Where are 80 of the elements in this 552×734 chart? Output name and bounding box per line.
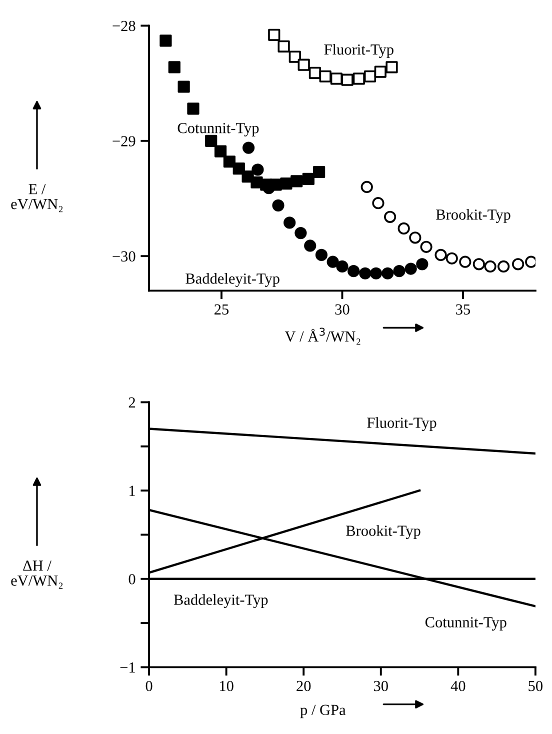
y-tick-label: 1 xyxy=(130,486,135,496)
point xyxy=(330,72,342,85)
point xyxy=(360,180,373,194)
point xyxy=(364,70,376,82)
series-label: Fluorit-Typ xyxy=(367,417,436,432)
point xyxy=(382,267,394,280)
point xyxy=(384,210,396,223)
x-tick-label: 40 xyxy=(450,680,466,692)
y-tick-label: −30 xyxy=(112,251,136,262)
y-tick-label: 0 xyxy=(128,574,136,584)
point xyxy=(313,166,326,178)
y-tick-label: 2 xyxy=(128,397,136,408)
point xyxy=(284,216,296,229)
point xyxy=(348,265,360,278)
series-label: Fluorit-Typ xyxy=(324,44,394,58)
series-label: Baddeleyit-Typ xyxy=(174,594,268,608)
point xyxy=(393,265,406,278)
point xyxy=(409,232,422,244)
y-tick-label: −28 xyxy=(112,20,136,32)
point xyxy=(280,177,292,190)
point xyxy=(315,248,328,262)
point xyxy=(302,172,314,185)
point xyxy=(374,66,386,78)
point xyxy=(386,61,398,74)
x-axis-title: p / GPa xyxy=(300,704,346,718)
point xyxy=(434,248,447,262)
point xyxy=(512,258,524,270)
point xyxy=(268,28,280,41)
point xyxy=(232,162,245,175)
point xyxy=(498,260,510,273)
point xyxy=(187,102,200,115)
point xyxy=(359,267,372,280)
point xyxy=(372,197,384,210)
point xyxy=(178,80,190,93)
series-label: Cotunnit-Typ xyxy=(178,122,259,136)
x-tick-label: 25 xyxy=(214,304,229,315)
point xyxy=(278,40,290,52)
series-label: Brookit-Typ xyxy=(346,525,420,540)
point xyxy=(420,240,432,253)
y-tick-label: −29 xyxy=(112,136,136,146)
point xyxy=(352,72,365,85)
point xyxy=(298,58,310,71)
point xyxy=(288,50,301,63)
y-axis-title: ΔH / eV/WN₂ xyxy=(11,560,63,589)
point xyxy=(214,145,227,158)
x-tick-label: 30 xyxy=(374,680,388,692)
point xyxy=(398,222,410,235)
point xyxy=(326,256,339,268)
point xyxy=(272,199,284,212)
point xyxy=(341,74,354,86)
text: Baddeleyit-Typ xyxy=(186,273,280,287)
point xyxy=(160,34,172,47)
x-tick-label: 30 xyxy=(335,304,350,315)
point xyxy=(242,142,255,154)
series-label: Cotunnit-Typ xyxy=(425,617,506,631)
point xyxy=(336,260,348,273)
point xyxy=(416,258,428,270)
point xyxy=(308,66,322,79)
point xyxy=(472,258,485,270)
point xyxy=(252,164,264,176)
y-tick-label: −1 xyxy=(120,662,135,673)
x-tick-label: 35 xyxy=(456,304,470,315)
y-axis-title: E / eV/WN₂ xyxy=(11,184,63,212)
point xyxy=(370,267,382,280)
point xyxy=(446,252,458,264)
point xyxy=(484,260,496,273)
point xyxy=(294,227,307,240)
x-tick-label: 20 xyxy=(296,680,311,692)
x-tick-label: 10 xyxy=(220,680,234,692)
x-axis-title: V / Å$^{3}$/WN₂ xyxy=(284,328,360,345)
x-tick-label: 0 xyxy=(146,680,152,692)
x-tick-label: 50 xyxy=(528,680,542,692)
series-label: Brookit-Typ xyxy=(436,209,510,223)
point xyxy=(319,70,332,82)
point xyxy=(168,61,180,74)
point xyxy=(404,262,417,275)
point xyxy=(290,175,303,188)
point xyxy=(459,256,472,268)
point xyxy=(223,156,236,168)
point xyxy=(304,240,316,252)
